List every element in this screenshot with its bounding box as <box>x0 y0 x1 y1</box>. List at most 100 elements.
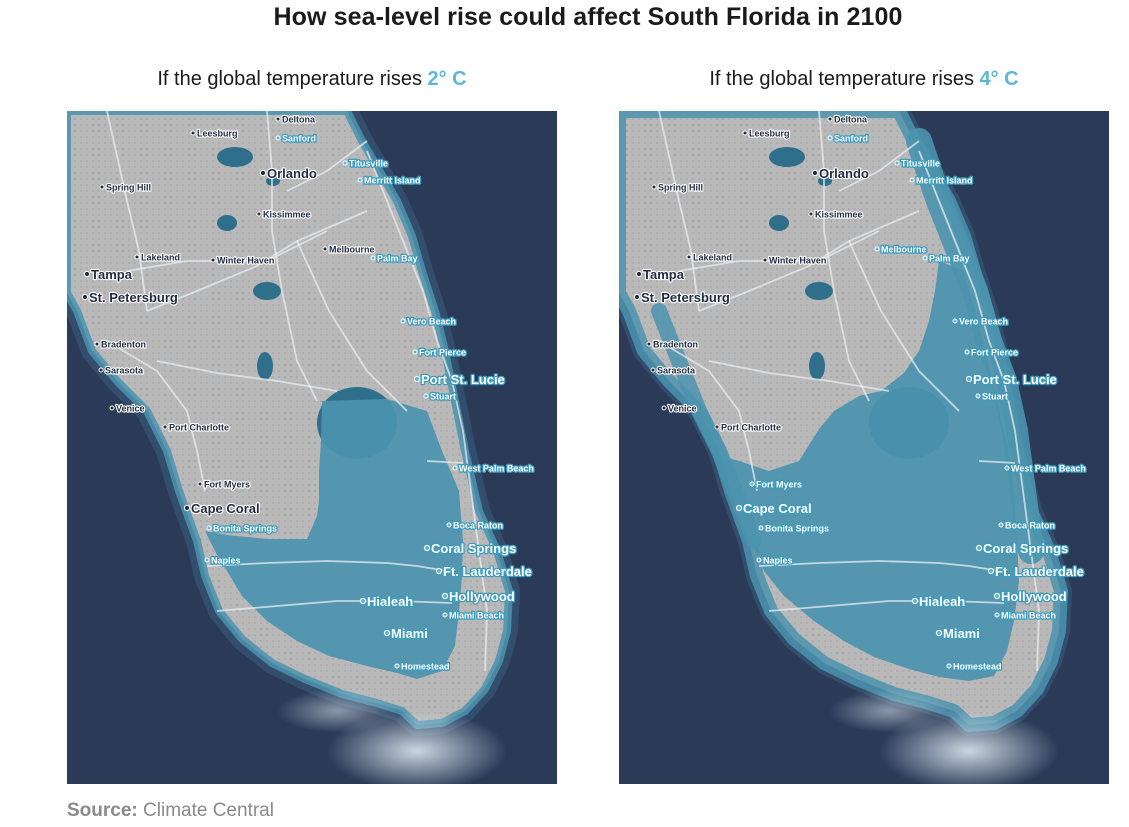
city-label: Deltona <box>282 115 316 125</box>
city-marker: West Palm Beach <box>1004 462 1087 475</box>
city-label: Boca Raton <box>453 521 503 531</box>
city-marker: Merritt Island <box>357 174 422 187</box>
city-label: Ft. Lauderdale <box>995 564 1084 579</box>
city-marker: St. Petersburg <box>81 289 179 306</box>
map-svg-2c: Deltona Leesburg Sanford Titusville Orlando M… <box>67 111 557 784</box>
city-label: Coral Springs <box>983 541 1068 556</box>
city-dot <box>435 567 443 575</box>
city-dot <box>342 160 348 166</box>
city-marker: Vero Beach <box>400 315 457 328</box>
city-label: Miami Beach <box>449 611 504 621</box>
city-marker: Sarasota <box>650 364 697 377</box>
city-label: Orlando <box>819 166 869 181</box>
city-marker: Hollywood <box>993 588 1068 605</box>
city-marker: Homestead <box>394 660 451 673</box>
city-label: Melbourne <box>329 245 375 255</box>
city-label: Ft. Lauderdale <box>443 564 532 579</box>
city-dot <box>322 246 328 252</box>
city-dot <box>423 393 429 399</box>
city-marker: Hollywood <box>441 588 516 605</box>
city-marker: Leesburg <box>742 127 791 140</box>
map-svg-4c: Deltona Leesburg Sanford Titusville Orlando M… <box>619 111 1109 784</box>
city-marker: Bonita Springs <box>758 522 830 535</box>
city-dot <box>827 116 833 122</box>
city-label: Fort Pierce <box>419 348 466 358</box>
city-label: Kissimmee <box>815 210 863 220</box>
city-marker: Lakeland <box>134 251 181 264</box>
city-marker: Merritt Island <box>909 174 974 187</box>
city-marker: Fort Pierce <box>412 346 467 359</box>
road <box>296 240 408 412</box>
city-label: Bradenton <box>101 340 146 350</box>
city-dot <box>827 135 833 141</box>
city-marker: Ft. Lauderdale <box>987 563 1085 580</box>
city-label: Sarasota <box>105 366 144 376</box>
city-dot <box>359 597 367 605</box>
road <box>146 210 368 312</box>
city-dot <box>383 629 391 637</box>
city-marker: St. Petersburg <box>633 289 731 306</box>
city-dot <box>874 246 880 252</box>
city-marker: Sanford <box>275 132 317 145</box>
city-marker: Naples <box>204 554 242 567</box>
city-label: Bonita Springs <box>765 524 829 534</box>
city-dot <box>686 254 692 260</box>
source-value: Climate Central <box>143 800 274 821</box>
city-marker: Stuart <box>423 390 457 403</box>
city-label: Tampa <box>91 267 133 282</box>
city-marker: Boca Raton <box>998 519 1056 532</box>
city-marker: Palm Bay <box>922 252 971 265</box>
city-label: Lakeland <box>141 253 180 263</box>
city-marker: Fort Pierce <box>964 346 1019 359</box>
city-label: Miami <box>943 626 980 641</box>
city-marker: Coral Springs <box>423 540 518 557</box>
road <box>266 111 318 402</box>
city-marker: Port Charlotte <box>714 421 782 434</box>
cloud-cover <box>277 689 397 733</box>
city-dot <box>998 522 1004 528</box>
city-dot <box>446 522 452 528</box>
city-label: Hialeah <box>367 594 413 609</box>
city-label: Miami <box>391 626 428 641</box>
city-label: Spring Hill <box>658 183 703 193</box>
road <box>106 111 148 312</box>
city-dot <box>811 169 819 177</box>
road <box>126 230 328 272</box>
city-marker: Miami <box>383 625 429 642</box>
city-dot <box>83 270 91 278</box>
city-label: Naples <box>763 556 793 566</box>
city-marker: Spring Hill <box>99 181 152 194</box>
city-label: Fort Pierce <box>971 348 1018 358</box>
road <box>106 340 206 492</box>
city-label: Palm Bay <box>929 254 970 264</box>
city-dot <box>650 367 656 373</box>
city-dot <box>635 270 643 278</box>
city-label: Kissimmee <box>263 210 311 220</box>
city-label: Sanford <box>282 134 316 144</box>
lake <box>805 282 833 300</box>
city-label: Cape Coral <box>743 501 812 516</box>
city-marker: Coral Springs <box>975 540 1070 557</box>
city-label: Vero Beach <box>959 317 1008 327</box>
lake <box>818 176 832 186</box>
city-marker: Ft. Lauderdale <box>435 563 533 580</box>
road <box>658 111 700 312</box>
city-marker: Kissimmee <box>256 208 312 221</box>
city-dot <box>109 405 115 411</box>
city-dot <box>975 544 983 552</box>
cloud-cover <box>879 711 1059 784</box>
city-dot <box>742 130 748 136</box>
city-marker: Spring Hill <box>651 181 704 194</box>
city-dot <box>756 557 762 563</box>
city-dot <box>81 293 89 301</box>
city-marker: Sarasota <box>98 364 145 377</box>
city-label: Stuart <box>982 392 1008 402</box>
city-label: Homestead <box>953 662 1002 672</box>
city-dot <box>762 257 768 263</box>
city-label: Winter Haven <box>769 256 826 266</box>
city-dot <box>987 567 995 575</box>
road <box>156 360 338 392</box>
flooded-area <box>721 261 1019 681</box>
city-dot <box>190 130 196 136</box>
road <box>838 140 920 192</box>
